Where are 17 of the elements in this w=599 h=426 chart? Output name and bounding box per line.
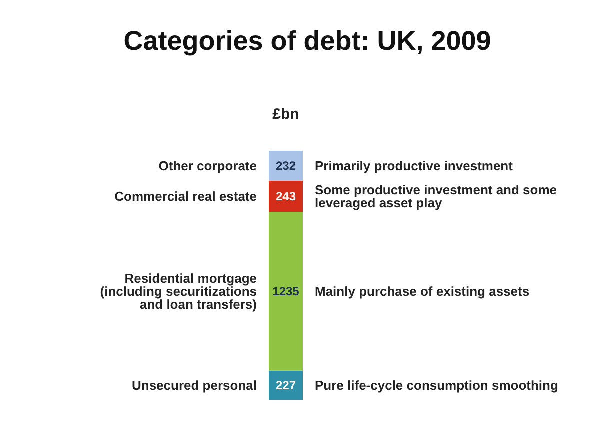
- data-label: 1235: [272, 284, 300, 298]
- text: Primarily productive investment: [315, 158, 514, 174]
- text: Some productive investment and some leveraged asset play: [315, 182, 558, 211]
- data-label: 227: [276, 378, 296, 392]
- data-label: 232: [276, 158, 296, 173]
- text: Pure life-cycle consumption smoothing: [315, 378, 558, 394]
- bar: [269, 151, 303, 181]
- data-label: 243: [276, 189, 296, 204]
- bar: [269, 370, 303, 400]
- chart-title: Categories of debt: UK, 2009: [122, 26, 492, 57]
- y-axis-title: £bn: [272, 106, 300, 123]
- series-label: Commercial real estate: [114, 189, 257, 204]
- series-label: Residential mortgage (including securitizations and loan transfers): [100, 271, 257, 312]
- bar: [269, 212, 303, 371]
- series-label: Unsecured personal: [132, 378, 257, 394]
- text: Mainly purchase of existing assets: [315, 284, 530, 300]
- series-label: Other corporate: [158, 158, 257, 174]
